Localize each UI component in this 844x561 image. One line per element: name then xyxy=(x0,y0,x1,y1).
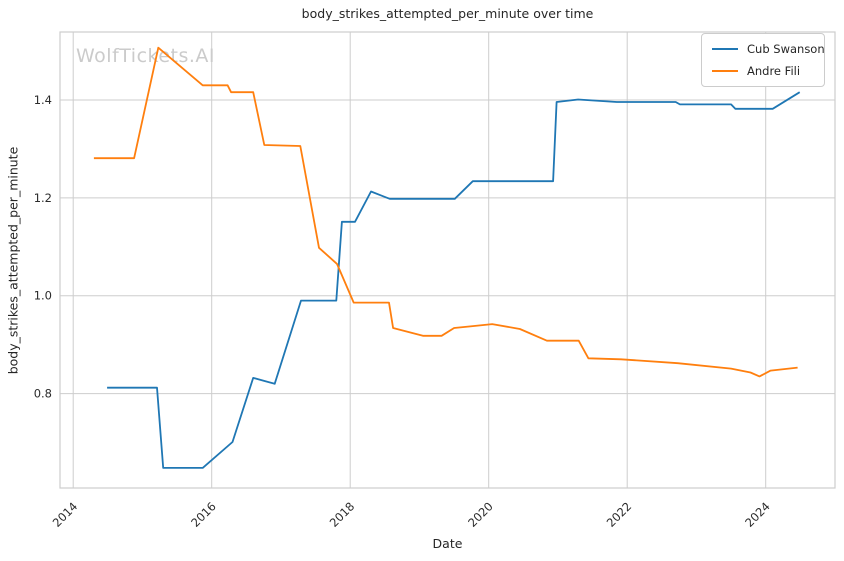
y-tick-label: 1.4 xyxy=(34,93,52,107)
series-line-cub-swanson xyxy=(107,91,801,469)
y-tick-label: 0.8 xyxy=(34,387,52,401)
legend: Cub Swanson Andre Fili xyxy=(701,33,825,87)
chart-title: body_strikes_attempted_per_minute over t… xyxy=(301,6,594,21)
series-line-andre-fili xyxy=(93,46,798,378)
watermark: WolfTickets.AI xyxy=(76,45,216,67)
legend-line-swatch-icon xyxy=(712,69,738,73)
legend-label: Cub Swanson xyxy=(747,42,825,56)
legend-label: Andre Fili xyxy=(747,64,801,78)
x-tick-label: 2018 xyxy=(327,499,358,530)
x-tick-label: 2016 xyxy=(188,499,219,530)
x-tick-label: 2014 xyxy=(50,499,81,530)
y-tick-label: 1.2 xyxy=(34,191,52,205)
x-tick-label: 2022 xyxy=(604,499,635,530)
plot-border xyxy=(59,31,836,489)
legend-entry-andre-fili: Andre Fili xyxy=(712,64,814,78)
x-tick-label: 2024 xyxy=(742,499,773,530)
x-axis-label: Date xyxy=(432,536,463,551)
y-tick-label: 1.0 xyxy=(34,289,52,303)
legend-line-swatch-icon xyxy=(712,47,738,51)
legend-entry-cub-swanson: Cub Swanson xyxy=(712,42,825,56)
x-tick-label: 2020 xyxy=(465,499,496,530)
